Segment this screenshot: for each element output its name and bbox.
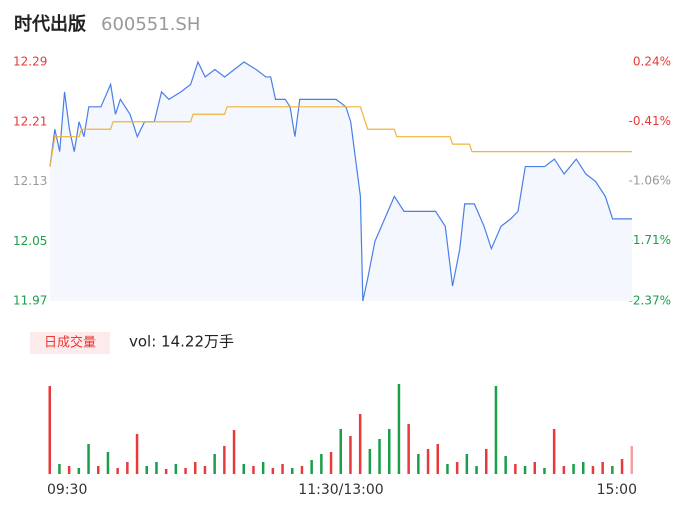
volume-bar: [523, 466, 527, 474]
volume-bar: [446, 464, 449, 474]
volume-label: 日成交量: [44, 335, 96, 351]
volume-bar: [582, 462, 585, 474]
volume-bar: [116, 468, 119, 474]
stock-name: 时代出版: [14, 13, 86, 35]
volume-bar: [164, 469, 168, 474]
y-tick-label: 12.13: [13, 174, 47, 188]
volume-bar: [261, 462, 265, 474]
volume-bar: [417, 454, 420, 474]
volume-bar: [358, 414, 362, 474]
volume-bar: [620, 459, 624, 474]
volume-bar: [455, 462, 459, 474]
volume-bar: [106, 452, 110, 474]
volume-bar: [504, 456, 507, 474]
volume-bar: [572, 464, 575, 474]
volume-bar: [485, 449, 488, 474]
volume-bar: [242, 464, 245, 474]
y-tick-label: 11.97: [13, 294, 47, 308]
volume-bar: [514, 464, 517, 474]
volume-bar: [67, 466, 71, 474]
y2-tick-label: -0.41%: [629, 114, 671, 128]
volume-bar: [87, 444, 90, 474]
volume-bar: [135, 434, 139, 474]
volume-bar: [184, 468, 187, 474]
volume-bar: [630, 446, 633, 474]
volume-bar: [145, 466, 148, 474]
volume-bar: [97, 466, 100, 474]
x-tick-label: 15:00: [597, 482, 637, 498]
volume-bar: [388, 429, 391, 474]
volume-bar: [368, 449, 372, 474]
y-tick-label: 12.21: [13, 114, 47, 128]
price-area: [50, 62, 632, 301]
x-tick-label: 11:30/13:00: [298, 482, 383, 498]
volume-bar: [426, 449, 430, 474]
y-tick-label: 12.29: [13, 55, 47, 69]
volume-bar: [533, 462, 536, 474]
x-tick-label: 09:30: [47, 482, 87, 498]
volume-bar: [407, 424, 410, 474]
volume-bar: [194, 462, 197, 474]
y2-tick-label: 0.24%: [633, 55, 671, 69]
volume-bar: [378, 439, 381, 474]
volume-bar: [126, 462, 129, 474]
volume-bar: [397, 384, 401, 474]
volume-bar: [271, 468, 275, 474]
average-line: [49, 106, 632, 167]
volume-bar: [58, 464, 61, 474]
volume-bar: [329, 452, 333, 474]
volume-bar: [543, 468, 546, 474]
volume-bar: [601, 462, 604, 474]
volume-bar: [339, 429, 342, 474]
volume-bar: [291, 468, 294, 474]
volume-bar: [281, 464, 284, 474]
y2-tick-label: -2.37%: [629, 294, 671, 308]
volume-bar: [320, 454, 323, 474]
volume-bar: [300, 466, 304, 474]
volume-total: vol: 14.22万手: [129, 333, 234, 351]
y-tick-label: 12.05: [13, 234, 47, 248]
volume-bar: [203, 466, 207, 474]
volume-bar: [213, 454, 216, 474]
volume-bar: [475, 466, 478, 474]
volume-bar: [174, 464, 178, 474]
y2-tick-label: -1.06%: [629, 174, 671, 188]
volume-bar: [611, 466, 614, 474]
volume-bar: [310, 460, 313, 474]
volume-bar: [223, 446, 226, 474]
volume-bar: [48, 386, 51, 474]
volume-bar: [436, 444, 439, 474]
stock-code: 600551.SH: [101, 14, 200, 35]
y2-tick-label: -1.71%: [629, 233, 671, 247]
price-line: [49, 60, 632, 302]
volume-label-bg: [30, 332, 110, 354]
volume-bar: [155, 462, 158, 474]
volume-bar: [252, 466, 255, 474]
volume-bar: [494, 386, 498, 474]
volume-bar: [77, 468, 81, 474]
volume-bar: [552, 429, 556, 474]
volume-bar: [562, 466, 566, 474]
volume-bar: [349, 436, 352, 474]
volume-bar: [465, 454, 469, 474]
volume-bar: [232, 430, 236, 474]
volume-bar: [591, 466, 595, 474]
